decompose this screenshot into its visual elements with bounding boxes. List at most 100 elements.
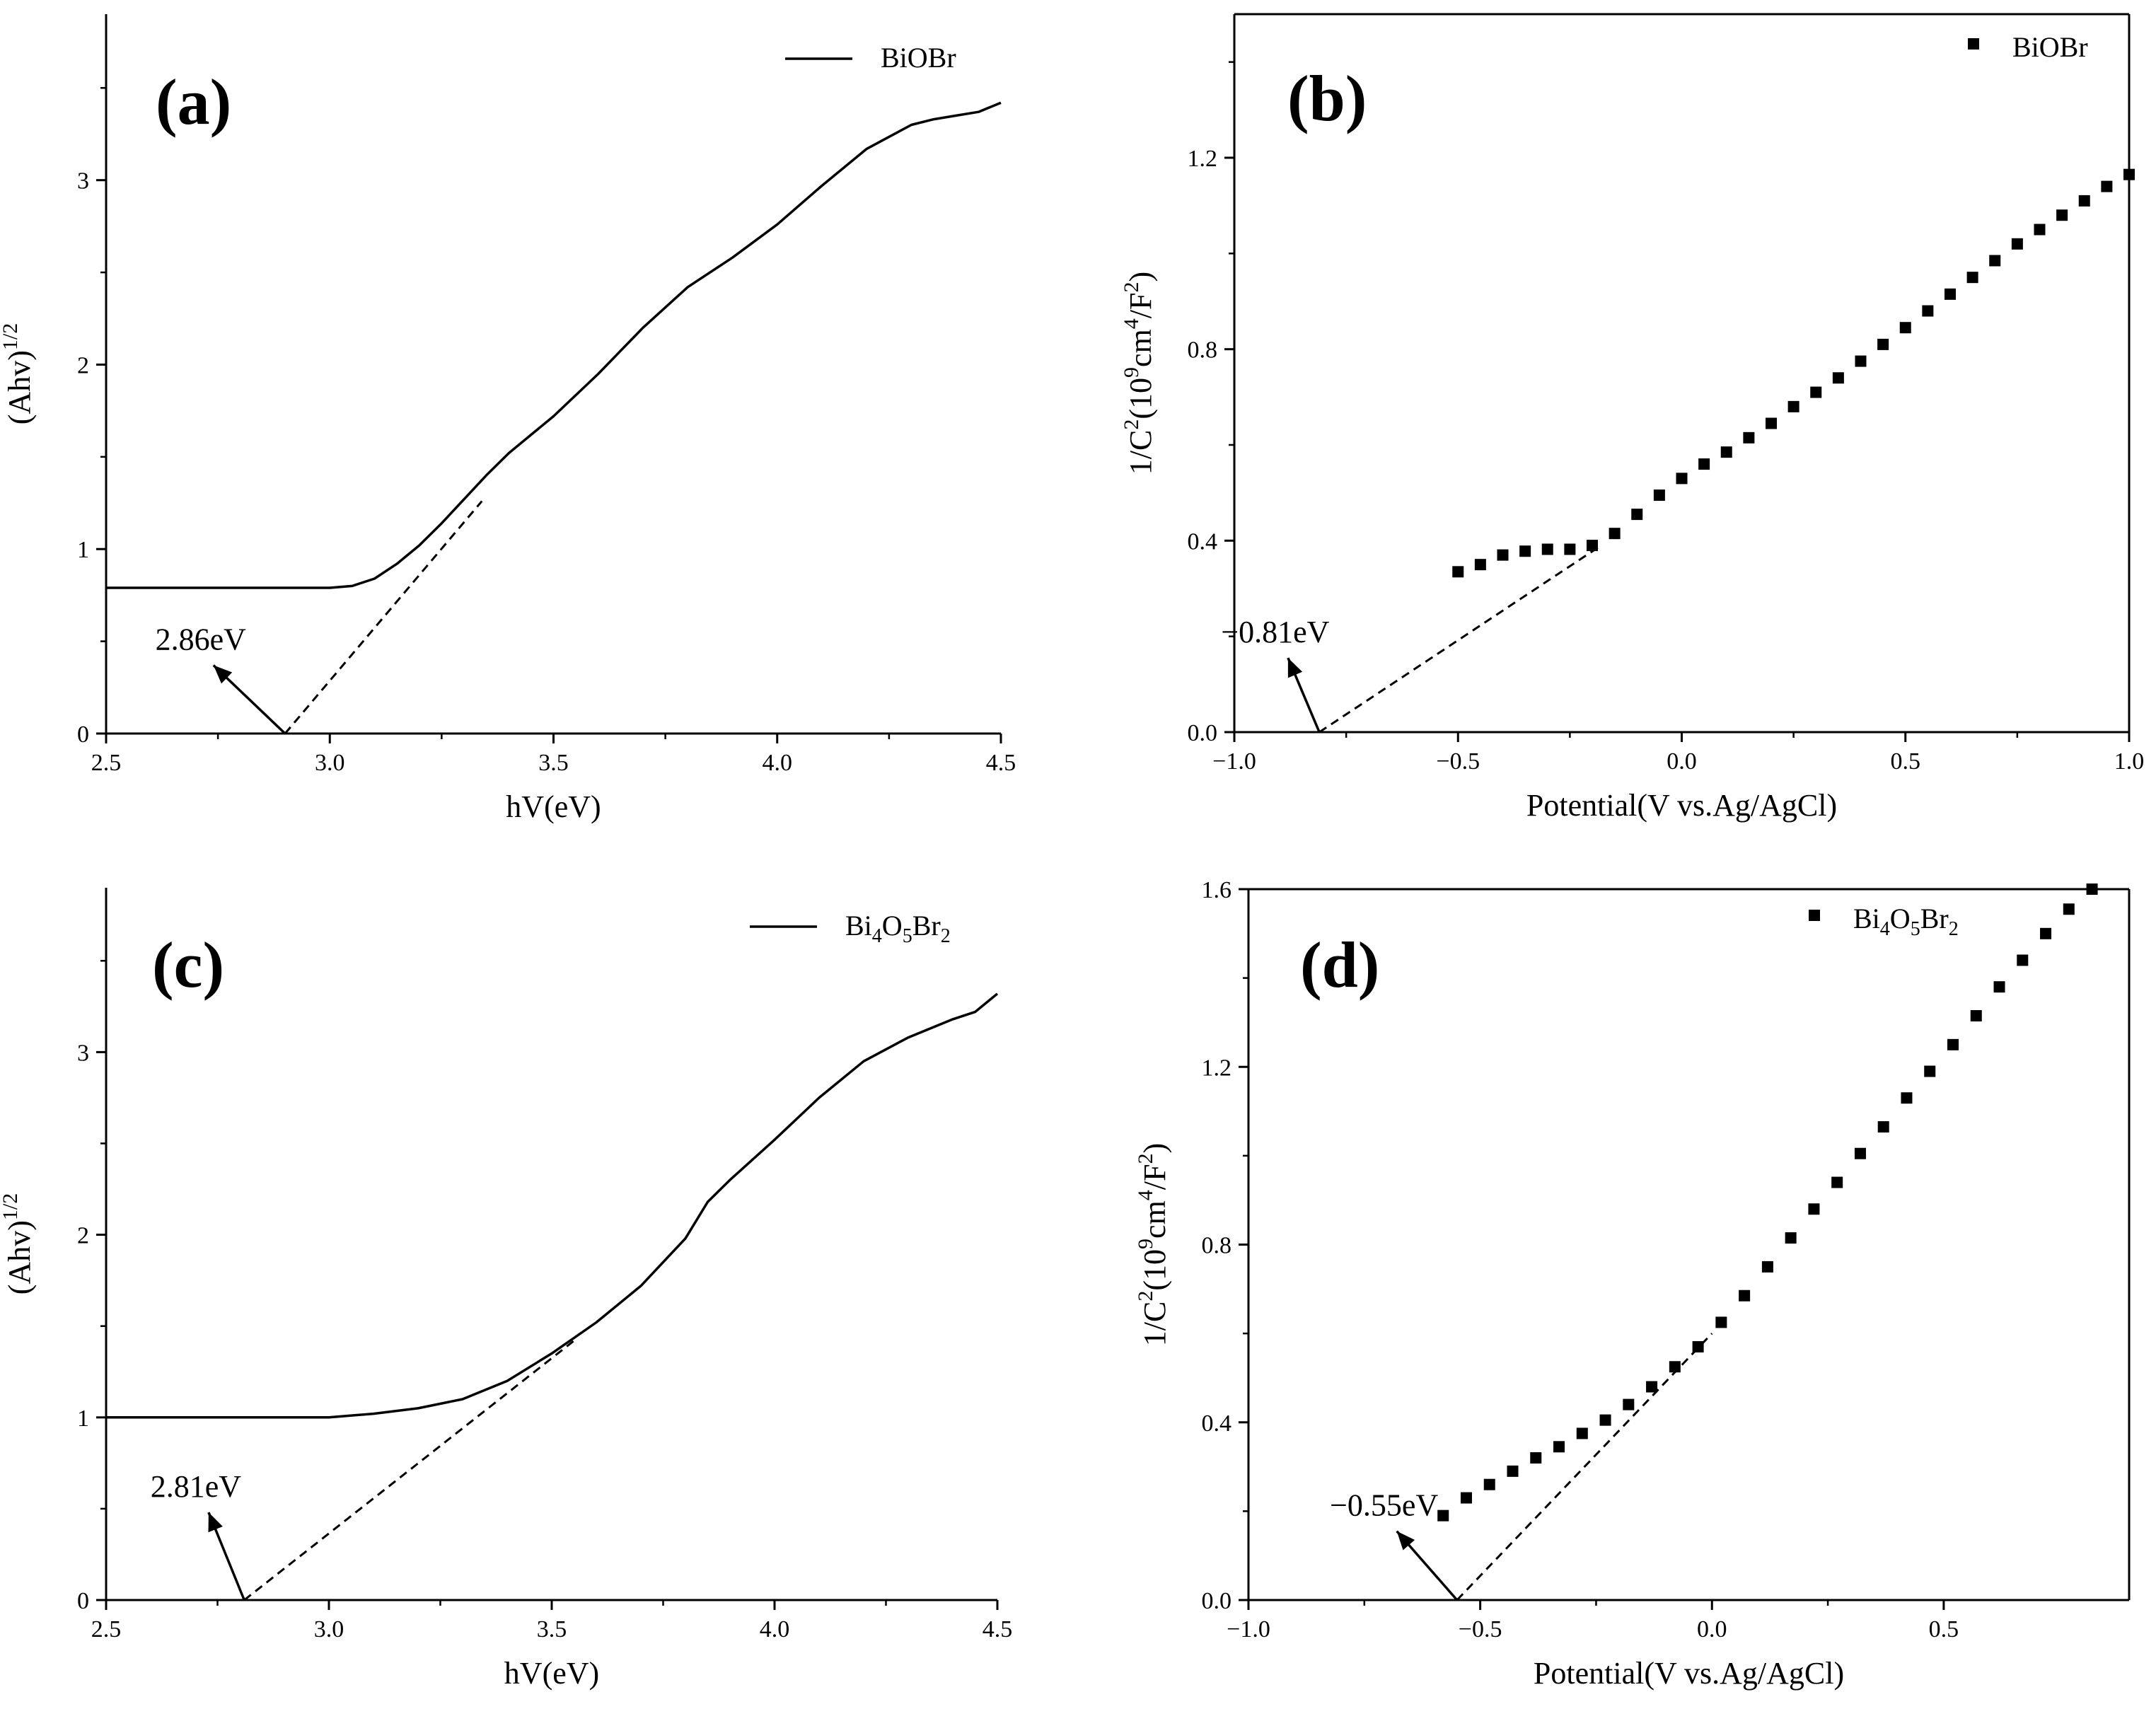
data-point xyxy=(2101,180,2113,192)
data-point xyxy=(1720,446,1732,458)
y-tick-label: 1 xyxy=(77,1406,89,1432)
annotation-arrow-head xyxy=(1287,658,1303,678)
data-point xyxy=(1497,549,1509,561)
series-line xyxy=(106,992,999,1419)
data-point xyxy=(1553,1441,1565,1453)
data-point xyxy=(2078,195,2090,207)
data-point xyxy=(1698,458,1710,470)
data-point xyxy=(1922,305,1934,317)
annotation-label: −0.81eV xyxy=(1221,615,1329,649)
data-point xyxy=(1947,1038,1959,1050)
annotation-arrow-head xyxy=(208,1512,223,1533)
data-point xyxy=(1519,545,1531,557)
y-axis-label: (Ahv)1/2 xyxy=(0,323,37,424)
x-tick-label: 0.5 xyxy=(1891,748,1921,775)
data-point xyxy=(1993,981,2005,993)
x-axis-label: Potential(V vs.Ag/AgCl) xyxy=(1526,788,1837,823)
y-tick-label: 3 xyxy=(77,168,89,195)
data-point xyxy=(1832,372,1844,384)
data-point xyxy=(1945,288,1956,300)
data-point xyxy=(1877,1121,1889,1133)
data-point xyxy=(1507,1465,1519,1477)
data-point xyxy=(1743,431,1755,444)
y-tick-label: 1.2 xyxy=(1188,146,1218,172)
x-axis-label: Potential(V vs.Ag/AgCl) xyxy=(1534,1656,1844,1691)
data-point xyxy=(1474,559,1486,571)
data-point xyxy=(1460,1492,1472,1504)
y-tick-label: 2 xyxy=(77,1223,89,1249)
data-point xyxy=(1877,338,1889,350)
x-tick-label: −0.5 xyxy=(1436,748,1480,775)
panel-label: (d) xyxy=(1300,929,1379,1001)
x-tick-label: 3.0 xyxy=(315,750,345,776)
data-point xyxy=(1541,543,1553,555)
annotation-arrow-head xyxy=(213,665,233,684)
data-point xyxy=(1854,1147,1866,1159)
data-point xyxy=(1808,1203,1820,1215)
y-tick-label: 1 xyxy=(77,537,89,563)
x-tick-label: 4.0 xyxy=(763,750,793,776)
legend-label: BiOBr xyxy=(881,42,956,74)
y-axis-label: (Ahv)1/2 xyxy=(0,1193,37,1294)
data-point xyxy=(1715,1316,1727,1328)
panel-label: (a) xyxy=(156,66,231,138)
data-point xyxy=(1483,1478,1495,1490)
data-point xyxy=(1646,1381,1658,1393)
x-tick-label: 0.5 xyxy=(1929,1616,1959,1642)
data-point xyxy=(1739,1290,1751,1302)
panel-d: −1.0 −0.5 0.0 0.5 0.0 0.4 0.8 1.2 1.6 Potential(V… xyxy=(1134,877,2131,1691)
data-point xyxy=(2123,168,2135,180)
y-tick-label: 0.0 xyxy=(1188,720,1218,746)
data-point xyxy=(2040,927,2052,939)
data-point xyxy=(2017,954,2029,966)
data-point xyxy=(1899,322,1911,334)
annotation-label: 2.86eV xyxy=(156,622,247,657)
tangent-line xyxy=(1456,1333,1713,1601)
data-point xyxy=(1631,509,1643,521)
data-point xyxy=(1966,272,1978,284)
tangent-line xyxy=(284,500,483,734)
x-axis-label: hV(eV) xyxy=(506,789,601,824)
data-point xyxy=(1989,255,2001,267)
x-tick-label: −1.0 xyxy=(1212,748,1256,775)
legend-label: Bi4O5Br2 xyxy=(1853,903,1959,940)
annotation-label: −0.55eV xyxy=(1330,1488,1438,1523)
data-point xyxy=(1855,355,1867,367)
data-point xyxy=(1761,1261,1773,1273)
x-tick-label: 4.0 xyxy=(760,1616,790,1642)
legend-square-marker xyxy=(1809,910,1820,921)
x-tick-label: 2.5 xyxy=(91,750,122,776)
data-point xyxy=(2034,224,2046,236)
data-point xyxy=(1810,386,1822,398)
y-tick-label: 1.2 xyxy=(1202,1055,1232,1081)
data-point xyxy=(1831,1176,1843,1188)
x-tick-label: 4.5 xyxy=(983,1616,1013,1642)
panel-c: 2.5 3.0 3.5 4.0 4.5 0 1 2 3 hV(eV) (Ahv)1/2 (c) Bi4O… xyxy=(0,888,1012,1691)
data-point xyxy=(2086,883,2098,895)
data-point xyxy=(1623,1398,1635,1410)
y-tick-label: 3 xyxy=(77,1040,89,1066)
panel-label: (c) xyxy=(152,929,224,1001)
x-tick-label: 0.0 xyxy=(1697,1616,1727,1642)
data-point xyxy=(1609,528,1621,540)
x-tick-label: 2.5 xyxy=(91,1616,122,1642)
legend-label: Bi4O5Br2 xyxy=(845,910,951,947)
data-point xyxy=(1452,566,1464,578)
panel-b: −1.0 −0.5 0.0 0.5 1.0 0.0 0.4 0.8 1.2 Potential(V… xyxy=(1120,13,2144,823)
panel-label: (b) xyxy=(1287,62,1367,134)
x-tick-label: 3.5 xyxy=(538,750,569,776)
data-point xyxy=(2063,903,2075,915)
x-tick-label: 3.0 xyxy=(314,1616,344,1642)
data-point xyxy=(2056,209,2068,221)
data-point xyxy=(1653,489,1665,502)
x-tick-label: 3.5 xyxy=(537,1616,567,1642)
data-point xyxy=(1901,1092,1913,1104)
y-axis-label: 1/C2(109cm4/F2) xyxy=(1120,272,1158,475)
data-point xyxy=(1676,473,1688,485)
x-tick-label: 0.0 xyxy=(1667,748,1697,775)
y-tick-label: 1.6 xyxy=(1202,877,1232,903)
data-point xyxy=(2011,238,2023,250)
data-point xyxy=(1599,1414,1611,1426)
y-tick-label: 0.4 xyxy=(1188,528,1218,555)
